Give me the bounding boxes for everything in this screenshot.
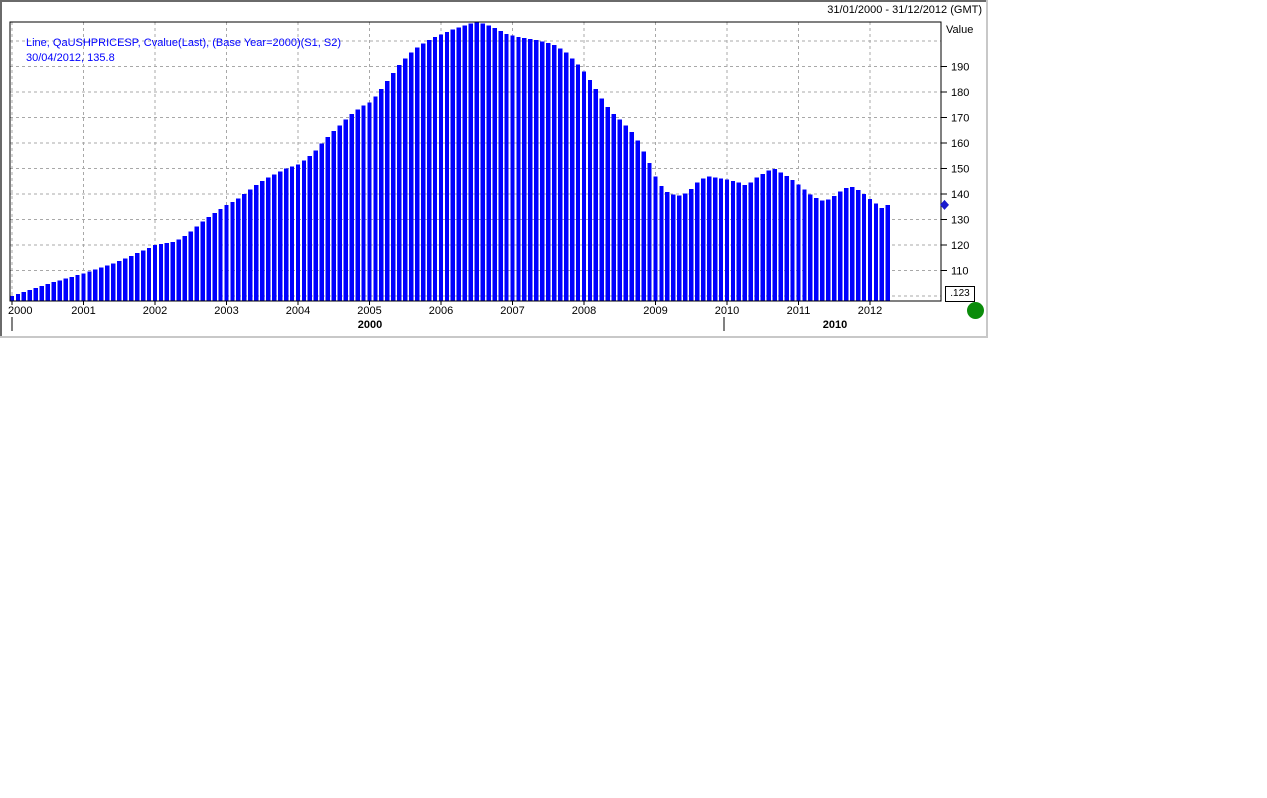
last-value-marker-icon (940, 199, 949, 210)
connection-status-icon (967, 302, 984, 319)
x-tick-label: 2010 (715, 305, 739, 317)
y-axis[interactable]: 190 180 170 160 150 140 130 120 110 (941, 62, 969, 278)
x-tick-label: 2002 (143, 305, 167, 317)
y-tick-label: 160 (951, 138, 969, 150)
y-tick-label: 180 (951, 87, 969, 99)
decade-label-2000: 2000 (357, 319, 383, 331)
x-tick-label: 2003 (214, 305, 238, 317)
y-tick-label: 140 (951, 189, 969, 201)
chart-window: 190 180 170 160 150 140 130 120 110 2000 2001 2002 2… (0, 0, 988, 338)
legend-series-line: Line, QaUSHPRICESP, Cvalue(Last), (Base … (26, 37, 341, 49)
decade-label-2010: 2010 (822, 319, 848, 331)
window-frame (0, 0, 988, 338)
x-tick-label: 2008 (572, 305, 596, 317)
y-axis-title: Value (946, 24, 974, 36)
y-tick-label: 150 (951, 164, 969, 176)
x-tick-label: 2012 (858, 305, 882, 317)
y-tick-label: 120 (951, 240, 969, 252)
x-tick-label: 2000 (8, 305, 32, 317)
x-tick-label: 2005 (357, 305, 381, 317)
x-tick-label: 2004 (286, 305, 310, 317)
y-tick-label: 110 (951, 266, 969, 278)
plot-border (9, 21, 942, 302)
chart-legend[interactable]: Line, QaUSHPRICESP, Cvalue(Last), (Base … (26, 36, 341, 66)
legend-last-value: 30/04/2012, 135.8 (26, 52, 115, 64)
x-tick-label: 2011 (787, 305, 811, 317)
y-tick-label: 190 (951, 62, 969, 74)
price-bars (9, 22, 891, 302)
x-tick-label: 2006 (429, 305, 453, 317)
x-axis[interactable]: 2000 2001 2002 2003 2004 2005 2006 2007 2008 2009… (8, 301, 882, 317)
y-tick-label: 170 (951, 113, 969, 125)
decimals-button[interactable]: .123 (945, 286, 975, 302)
x-tick-label: 2007 (500, 305, 524, 317)
decade-ticks (11, 317, 725, 331)
y-tick-label: 130 (951, 215, 969, 227)
x-tick-label: 2009 (643, 305, 667, 317)
x-tick-label: 2001 (71, 305, 95, 317)
date-range-label: 31/01/2000 - 31/12/2012 (GMT) (827, 4, 982, 16)
